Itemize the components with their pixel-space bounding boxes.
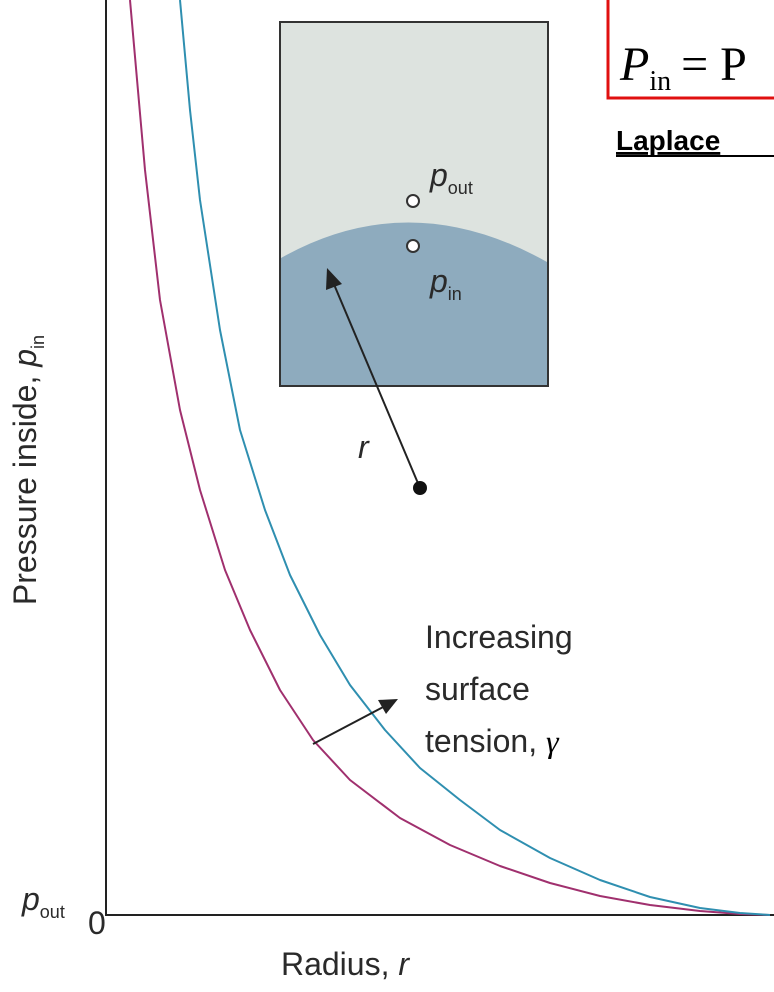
curve-low-tension	[129, 0, 771, 916]
text: Radius,	[281, 946, 398, 982]
symbol: r	[398, 946, 410, 982]
center-dot	[413, 481, 427, 495]
heading: Laplace	[616, 125, 720, 156]
subscript: out	[448, 178, 473, 198]
inner-pressure-label: pin	[429, 263, 462, 304]
curve-high-tension	[179, 0, 771, 916]
arrowhead	[326, 268, 342, 290]
y-axis-label: Pressure inside, pin	[7, 335, 48, 605]
symbol: P	[619, 38, 649, 91]
subscript: in	[649, 66, 671, 97]
equation: Pin = P	[619, 38, 747, 97]
text: = P	[681, 38, 747, 91]
point-outside	[406, 194, 420, 208]
origin-label: 0	[88, 905, 106, 941]
baseline-label: pout	[21, 881, 65, 922]
subscript: in	[28, 335, 48, 349]
annotation-line: tension, γ	[425, 723, 560, 759]
symbol: p	[429, 157, 448, 193]
arrowhead	[378, 699, 398, 714]
annotation-arrow	[312, 705, 386, 745]
liquid	[281, 222, 547, 385]
symbol: p	[21, 881, 40, 917]
text: Pressure inside,	[7, 367, 43, 605]
subscript: in	[448, 284, 462, 304]
equation-box	[606, 0, 774, 100]
symbol: p	[7, 349, 43, 368]
annotation-line: Increasing	[425, 619, 573, 655]
radius-label: r	[358, 429, 370, 465]
text: tension,	[425, 723, 546, 759]
symbol: γ	[546, 723, 560, 759]
point-inside	[406, 239, 420, 253]
annotation-line: surface	[425, 671, 530, 707]
symbol: p	[429, 263, 448, 299]
x-axis-label: Radius, r	[281, 946, 410, 982]
outer-pressure-label: pout	[429, 157, 473, 198]
radius-arrow	[332, 281, 421, 489]
subscript: out	[40, 902, 65, 922]
